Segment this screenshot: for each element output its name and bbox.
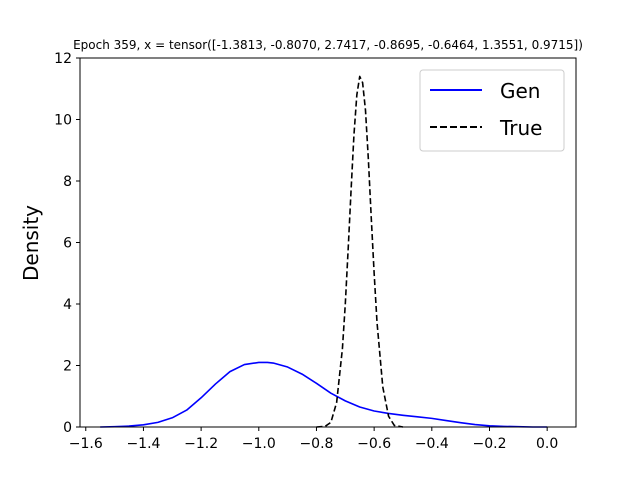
y-tick-label: 2 [63,359,72,375]
y-tick-label: 8 [63,174,72,190]
y-tick-label: 0 [63,420,72,436]
legend-label-true: True [499,116,542,140]
y-tick-label: 4 [63,297,72,313]
x-tick-label: −1.2 [184,436,218,452]
x-tick-label: −1.6 [69,436,103,452]
x-tick-label: −1.4 [126,436,160,452]
y-tick-label: 10 [54,113,72,129]
y-tick-label: 6 [63,236,72,252]
plot-frame [79,57,577,428]
chart-title: Epoch 359, x = tensor([-1.3813, -0.8070,… [73,38,583,52]
ticks-layer: −1.6 −1.4 −1.2 −1.0 −0.8 −0.6 −0.4 −0.2 0.0 0 2 4 6 8… [54,51,558,452]
series-layer [100,75,548,428]
x-tick-label: 0.0 [536,436,558,452]
x-tick-label: −0.2 [472,436,506,452]
y-axis-label: Density [19,205,43,281]
series-line-true [316,75,404,428]
series-line-gen [100,361,548,428]
legend-label-gen: Gen [500,79,540,103]
x-tick-label: −1.0 [242,436,276,452]
x-tick-label: −0.4 [415,436,449,452]
y-tick-label: 12 [54,51,72,67]
legend: Gen True [419,69,565,152]
x-tick-label: −0.6 [357,436,391,452]
x-tick-label: −0.8 [299,436,333,452]
